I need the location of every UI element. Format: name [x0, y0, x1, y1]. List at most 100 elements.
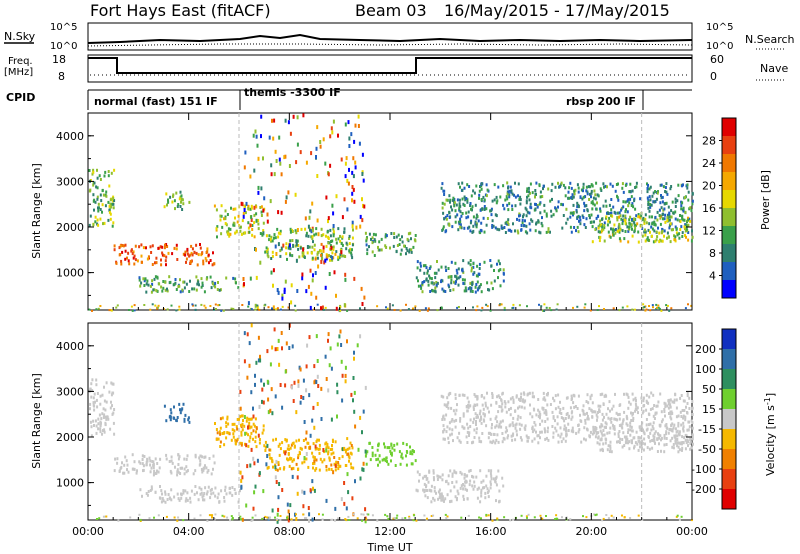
floor-cell [680, 515, 683, 518]
echo-cell [674, 441, 677, 445]
echo-cell [401, 240, 404, 244]
echo-cell [254, 440, 257, 444]
echo-cell [331, 438, 334, 442]
echo-cell [597, 226, 600, 230]
echo-cell [649, 205, 652, 209]
echo-cell [468, 431, 471, 435]
echo-cell [681, 435, 684, 439]
echo-cell [210, 286, 213, 290]
echo-cell [531, 395, 534, 399]
echo-cell [518, 214, 520, 218]
echo-cell [539, 195, 542, 199]
noise-cell [263, 196, 266, 201]
echo-cell [660, 420, 663, 424]
echo-cell [555, 429, 558, 433]
echo-cell [669, 240, 672, 244]
echo-cell [581, 197, 584, 201]
echo-cell [457, 220, 460, 224]
echo-cell [545, 214, 548, 218]
noise-cell [359, 224, 362, 229]
noise-cell [261, 387, 264, 392]
echo-cell [163, 246, 166, 250]
echo-cell [553, 399, 556, 403]
echo-cell [442, 430, 445, 433]
floor-cell [555, 514, 558, 517]
echo-cell [264, 440, 267, 444]
noise-cell [309, 268, 312, 273]
floor-cell [251, 519, 254, 522]
echo-cell [520, 438, 523, 442]
echo-cell [349, 451, 352, 455]
echo-cell [119, 253, 122, 256]
echo-cell [472, 420, 475, 424]
noise-cell [327, 219, 329, 224]
noise-cell [341, 398, 344, 403]
echo-cell [285, 252, 288, 256]
echo-cell [466, 183, 469, 187]
echo-cell [545, 436, 548, 440]
noise-cell [313, 364, 316, 369]
echo-cell [436, 474, 439, 478]
echo-cell [643, 230, 646, 234]
noise-cell [362, 467, 365, 472]
echo-cell [618, 404, 621, 407]
echo-cell [538, 202, 541, 206]
echo-cell [565, 396, 568, 400]
floor-cell [538, 303, 540, 306]
noise-cell [344, 277, 347, 282]
echo-cell [226, 431, 229, 435]
echo-cell [315, 232, 318, 236]
echo-cell [654, 441, 656, 445]
x-tick-label: 04:00 [173, 525, 205, 538]
echo-cell [539, 430, 542, 434]
echo-cell [570, 196, 573, 199]
echo-cell [219, 445, 222, 448]
echo-cell [411, 452, 414, 456]
floor-cell [404, 517, 407, 519]
floor-cell [660, 309, 663, 312]
echo-cell [446, 403, 449, 406]
echo-cell [580, 440, 583, 444]
echo-cell [668, 226, 671, 230]
echo-cell [421, 281, 424, 284]
noise-cell [353, 350, 355, 355]
echo-cell [450, 275, 453, 279]
echo-cell [180, 194, 183, 198]
echo-cell [501, 476, 504, 480]
echo-cell [633, 444, 636, 448]
noise-cell [248, 363, 251, 368]
echo-cell [223, 496, 226, 499]
freq-tick-top: 18 [52, 53, 66, 66]
echo-cell [287, 452, 290, 455]
echo-cell [155, 289, 158, 293]
echo-cell [179, 278, 181, 282]
echo-cell [542, 391, 545, 395]
echo-cell [572, 195, 575, 199]
echo-cell [96, 218, 99, 222]
echo-cell [516, 217, 518, 221]
echo-cell [599, 429, 602, 433]
echo-cell [240, 232, 243, 236]
echo-cell [307, 234, 310, 238]
echo-cell [450, 260, 453, 264]
echo-cell [531, 219, 534, 223]
velocity-colorbar-label: Velocity [m s-1] [763, 393, 777, 476]
noise-cell [280, 210, 283, 215]
echo-cell [104, 422, 107, 426]
noise-cell [272, 305, 275, 310]
floor-cell [361, 519, 364, 522]
echo-cell [111, 404, 113, 408]
echo-cell [189, 500, 192, 504]
y-tick-label: 2000 [56, 221, 84, 234]
colorbar-tick-label: 16 [702, 202, 716, 215]
noise-cell [325, 448, 328, 453]
floor-cell [550, 309, 553, 312]
noise-cell [353, 390, 356, 395]
echo-cell [680, 225, 683, 229]
echo-cell [429, 276, 431, 280]
echo-cell [320, 234, 323, 238]
echo-cell [260, 210, 263, 214]
echo-cell [464, 198, 467, 202]
echo-cell [578, 215, 581, 219]
